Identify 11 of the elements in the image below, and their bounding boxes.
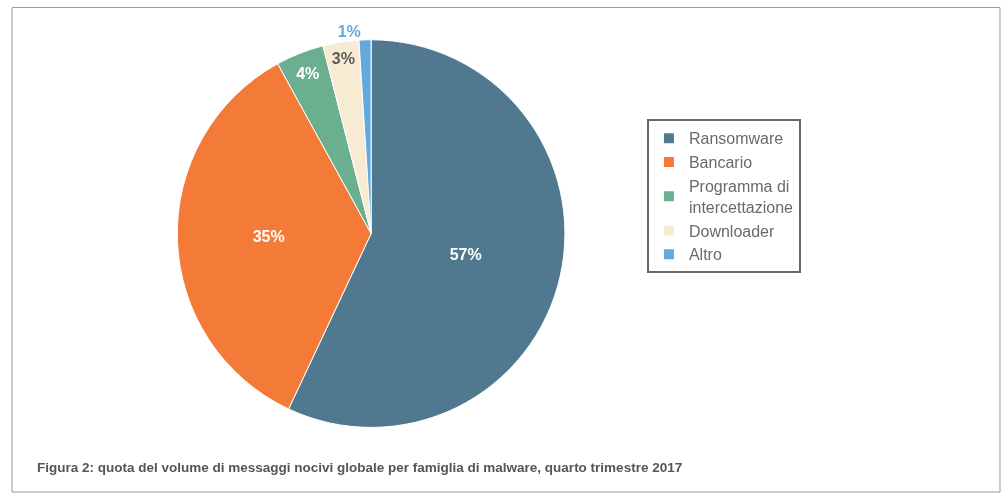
data-label: 3% <box>331 50 355 68</box>
legend-label: Downloader <box>688 222 775 240</box>
data-label: 57% <box>449 246 482 264</box>
data-label: 35% <box>252 228 285 246</box>
legend-label: Bancario <box>688 154 753 172</box>
legend-label: Programma di intercettazione <box>688 178 794 216</box>
text: Figura 2: quota del volume di messaggi nocivi globale per famiglia di malware, quarto trimestre 2017 <box>37 460 683 475</box>
data-label: 4% <box>296 64 320 82</box>
legend-label: Ransomware <box>688 130 784 148</box>
data-label: 1% <box>337 22 361 40</box>
legend-label: Altro <box>688 246 722 264</box>
